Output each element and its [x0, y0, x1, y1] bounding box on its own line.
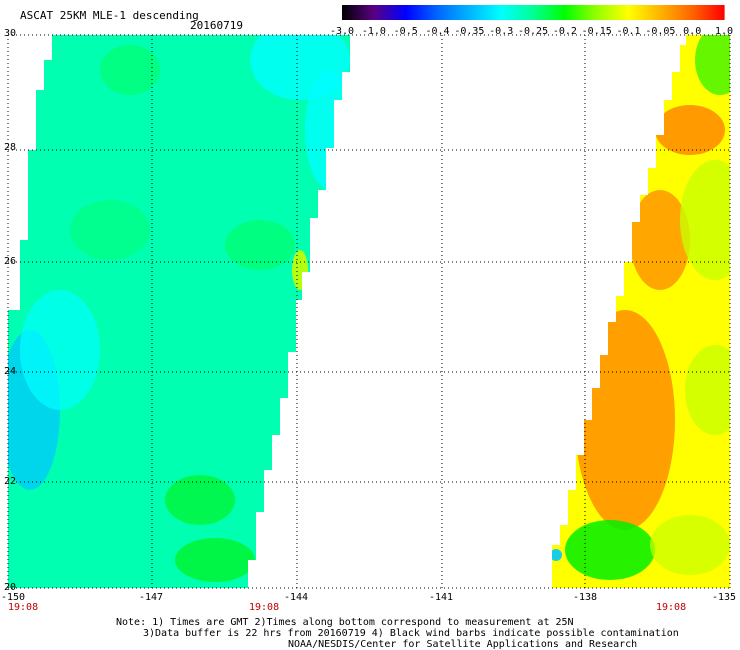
colorbar [342, 5, 725, 20]
colorbar-label: -0.05 [645, 26, 676, 37]
colorbar-label: -3.0 [330, 26, 355, 37]
lat-label-28: 28 [4, 142, 17, 153]
orange-core [575, 310, 675, 530]
green-e-patch [680, 160, 730, 280]
colorbar-label: -0.4 [425, 26, 450, 37]
lat-label-20: 20 [4, 582, 17, 593]
lon-label-138: -138 [573, 592, 598, 603]
green-patch-4 [175, 538, 255, 582]
green-patch-3 [165, 475, 235, 525]
green-patch-2 [225, 220, 295, 270]
colorbar-label: -0.2 [552, 26, 577, 37]
blue-dot [552, 549, 562, 561]
green-patch-5 [70, 200, 150, 260]
colorbar-label: -0.3 [489, 26, 514, 37]
colorbar-label: -0.5 [393, 26, 418, 37]
left-cyan-patch [20, 290, 100, 410]
green-ne-patch [695, 35, 730, 95]
green-patch-1 [100, 45, 160, 95]
lat-label-26: 26 [4, 256, 17, 267]
green-e-patch-2 [685, 345, 730, 435]
green-s-patch [565, 520, 655, 580]
colorbar-label: -0.35 [454, 26, 485, 37]
lon-label-147: -147 [139, 592, 164, 603]
green-s-patch-2 [650, 515, 730, 575]
lat-label-22: 22 [4, 476, 17, 487]
yellow-edge-patch [292, 250, 308, 290]
lat-label-30: 30 [4, 28, 17, 39]
right-swath [552, 35, 730, 588]
left-swath-base [8, 35, 350, 588]
lat-label-24: 24 [4, 366, 17, 377]
lat-lon-grid [7, 34, 731, 589]
note-line-1: Note: 1) Times are GMT 2)Times along bot… [116, 617, 574, 628]
lon-label-144: -144 [284, 592, 309, 603]
colorbar-label: -0.1 [616, 26, 641, 37]
left-swath [8, 35, 350, 588]
right-swath-detail [552, 35, 730, 580]
time-label-3: 19:08 [656, 602, 687, 613]
colorbar-label: 0.0 [683, 26, 702, 37]
time-label-2: 19:08 [249, 602, 280, 613]
colorbar-gradient [342, 5, 724, 20]
lon-label-150: -150 [1, 592, 26, 603]
figure-date: 20160719 [190, 19, 243, 32]
note-line-2: 3)Data buffer is 22 hrs from 20160719 4)… [143, 628, 679, 639]
figure-title: ASCAT 25KM MLE-1 descending [20, 9, 199, 22]
edge-cyan-patch [305, 70, 350, 190]
note-line-3: NOAA/NESDIS/Center for Satellite Applica… [288, 639, 638, 650]
colorbar-label: -0.25 [518, 26, 549, 37]
orange-patch-1 [630, 190, 690, 290]
left-swath-detail [8, 35, 350, 582]
orange-patch-2 [655, 105, 725, 155]
lon-label-141: -141 [429, 592, 454, 603]
colorbar-label: 1.0 [715, 26, 734, 37]
colorbar-label: -0.15 [581, 26, 612, 37]
lon-label-135: -135 [712, 592, 737, 603]
colorbar-label: -1.0 [361, 26, 386, 37]
time-label-1: 19:08 [8, 602, 39, 613]
